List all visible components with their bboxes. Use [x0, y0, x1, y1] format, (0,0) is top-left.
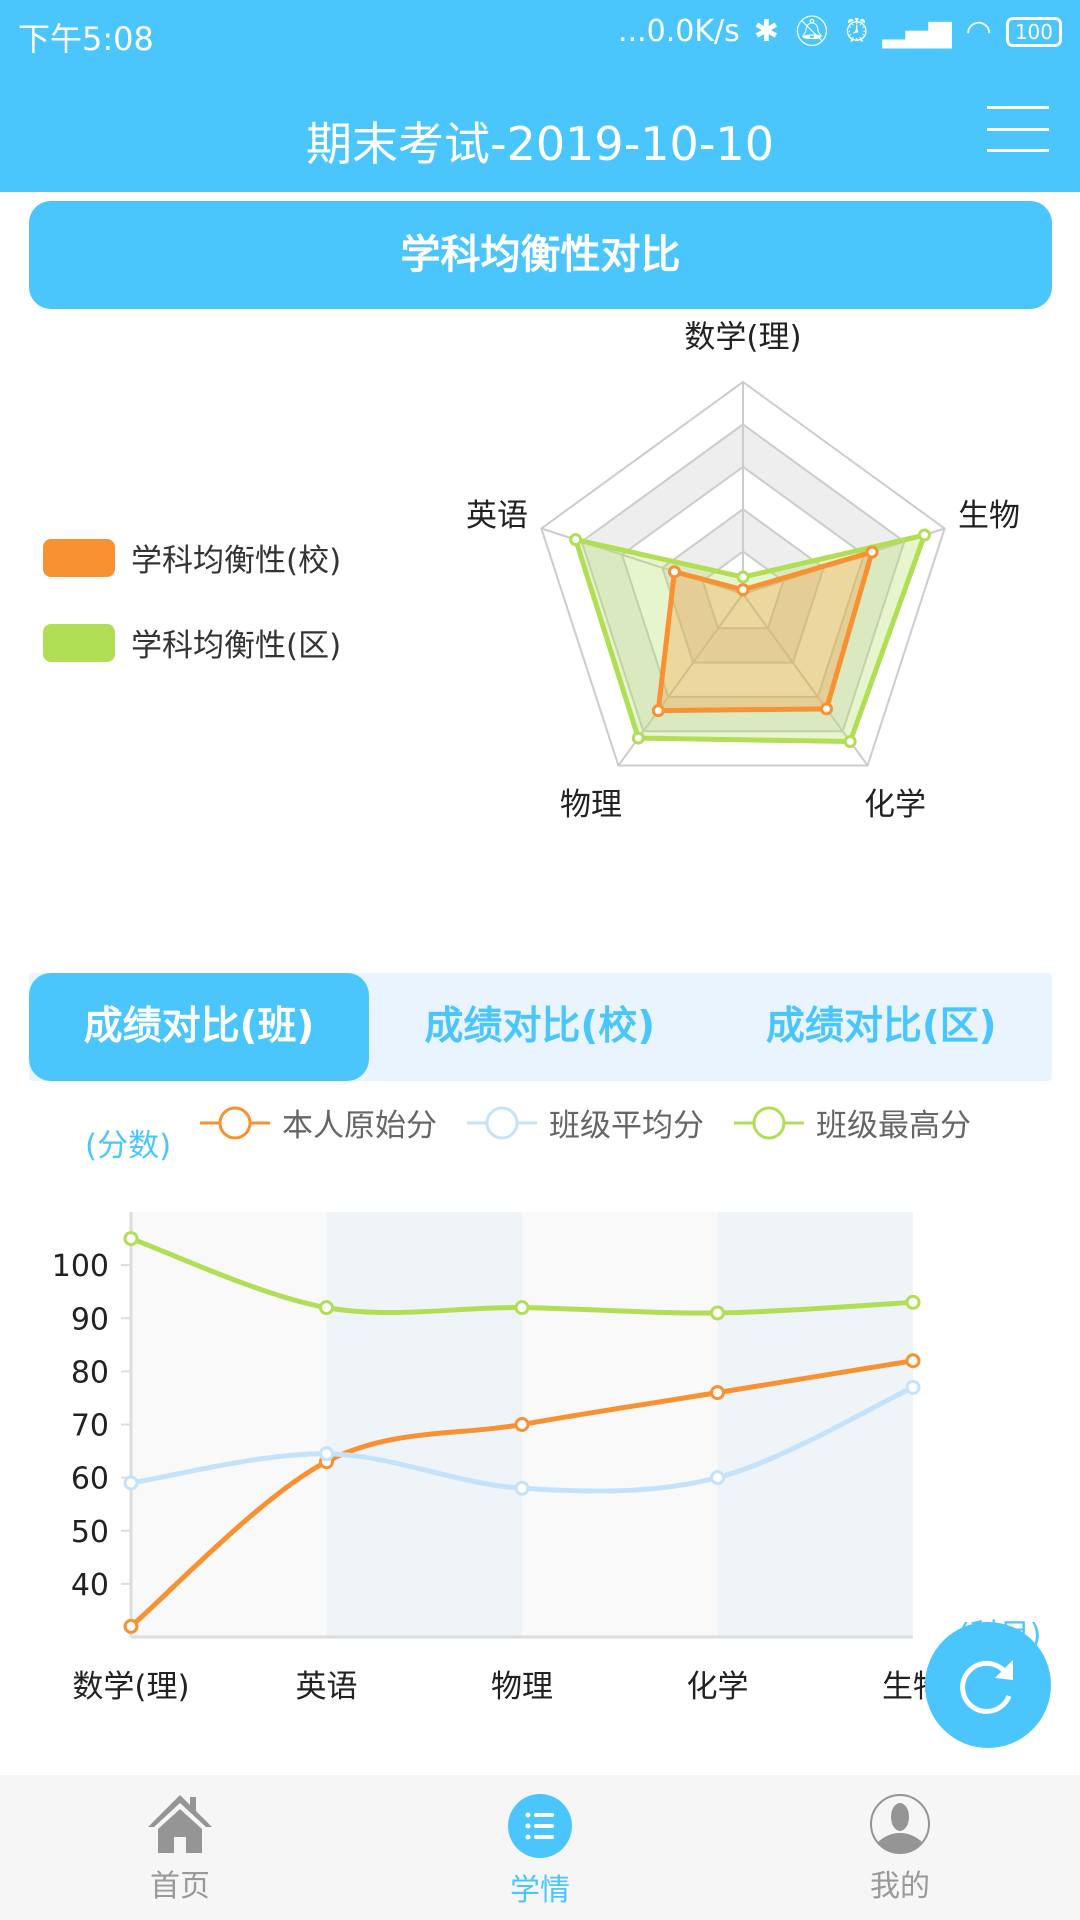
- data-point: [905, 1294, 921, 1310]
- plot-band: [131, 1212, 327, 1637]
- data-point: [319, 1446, 334, 1462]
- tab-bar: 成绩对比(班) 成绩对比(校) 成绩对比(区): [29, 973, 1052, 1081]
- menu-button[interactable]: [987, 106, 1049, 152]
- page-title: 期末考试-2019-10-10: [306, 117, 774, 171]
- home-icon: [148, 1795, 212, 1853]
- y-tick-label: 60: [71, 1462, 109, 1497]
- section-title: 学科均衡性对比: [29, 201, 1052, 309]
- status-icons: ...0.0K/s ✱ 🔕︎ ⏰︎ ▂▄▆ ◠ 100: [618, 14, 1062, 49]
- data-point: [514, 1417, 530, 1432]
- y-tick-label: 80: [71, 1355, 109, 1390]
- data-point: [905, 1353, 921, 1369]
- alarm-icon: ⏰︎: [845, 14, 869, 49]
- legend-item[interactable]: 班级平均分: [467, 1100, 704, 1145]
- radar-point: [667, 565, 681, 579]
- tab-school[interactable]: 成绩对比(校): [424, 1004, 656, 1049]
- x-tick-label: 化学: [687, 1669, 749, 1705]
- radar-point: [651, 704, 665, 718]
- radar-legend-district[interactable]: 学科均衡性(区): [43, 620, 341, 665]
- data-point: [710, 1470, 725, 1486]
- nav-home[interactable]: 首页: [0, 1775, 360, 1920]
- radar-point: [843, 735, 857, 748]
- data-point: [710, 1305, 725, 1321]
- legend-marker-icon: [734, 1106, 804, 1139]
- legend-label: 班级最高分: [816, 1108, 971, 1144]
- mute-icon: 🔕︎: [792, 14, 831, 49]
- tab-class[interactable]: 成绩对比(班): [29, 973, 369, 1081]
- x-tick-label: 数学(理): [72, 1669, 189, 1705]
- bluetooth-icon: ✱: [753, 14, 779, 49]
- data-point: [514, 1300, 530, 1316]
- radar-point: [917, 528, 931, 542]
- refresh-button[interactable]: [925, 1622, 1051, 1748]
- radar-indicator-label: 数学(理): [684, 319, 801, 355]
- legend-swatch: [43, 538, 115, 577]
- x-tick-label: 物理: [491, 1669, 553, 1705]
- plot-band: [522, 1212, 718, 1637]
- data-point: [514, 1480, 530, 1496]
- radar-indicator-label: 生物: [958, 498, 1020, 534]
- refresh-icon: [960, 1660, 1013, 1714]
- list-icon: [508, 1794, 572, 1858]
- radar-point: [865, 545, 879, 559]
- plot-band: [326, 1212, 522, 1637]
- top-bar: 下午5:08 ...0.0K/s ✱ 🔕︎ ⏰︎ ▂▄▆ ◠ 100 期末考试-…: [0, 0, 1080, 192]
- status-time: 下午5:08: [18, 20, 154, 58]
- data-point: [905, 1379, 921, 1395]
- radar-point: [569, 533, 583, 547]
- y-tick-label: 50: [71, 1515, 109, 1550]
- radar-point: [736, 570, 750, 584]
- wifi-icon: ◠: [965, 14, 992, 49]
- data-point: [710, 1385, 725, 1401]
- data-point: [123, 1231, 139, 1247]
- data-point: [123, 1475, 139, 1491]
- y-tick-label: 70: [71, 1409, 109, 1444]
- legend-item[interactable]: 本人原始分: [200, 1100, 437, 1145]
- radar-indicator-label: 英语: [466, 498, 528, 534]
- nav-study[interactable]: 学情: [360, 1775, 720, 1920]
- legend-label: 学科均衡性(校): [131, 543, 342, 579]
- legend-item[interactable]: 班级最高分: [734, 1100, 971, 1145]
- bottom-nav: 首页 学情 我的: [0, 1775, 1080, 1920]
- y-tick-label: 100: [52, 1249, 109, 1284]
- radar-indicator-label: 物理: [560, 787, 622, 823]
- line-legend: 本人原始分 班级平均分 班级最高分: [200, 1100, 971, 1145]
- legend-label: 本人原始分: [282, 1108, 437, 1144]
- data-point: [123, 1618, 139, 1634]
- legend-marker-icon: [200, 1106, 270, 1139]
- legend-label: 学科均衡性(区): [131, 628, 342, 664]
- radar-legend-school[interactable]: 学科均衡性(校): [43, 535, 341, 580]
- battery-icon: 100: [1005, 16, 1062, 47]
- legend-swatch: [43, 623, 115, 662]
- data-point: [319, 1300, 334, 1316]
- plot-band: [717, 1212, 913, 1637]
- radar-point: [819, 702, 833, 716]
- y-axis-unit: (分数): [85, 1128, 172, 1164]
- legend-label: 班级平均分: [549, 1108, 704, 1144]
- nav-me[interactable]: 我的: [720, 1775, 1080, 1920]
- signal-icon: ▂▄▆: [882, 14, 952, 49]
- legend-marker-icon: [467, 1106, 537, 1139]
- y-tick-label: 40: [71, 1568, 109, 1603]
- radar-indicator-label: 化学: [864, 787, 926, 823]
- radar-point: [631, 731, 645, 745]
- tab-district[interactable]: 成绩对比(区): [765, 1004, 997, 1049]
- net-speed: ...0.0K/s: [618, 14, 740, 49]
- radar-series-area: [655, 548, 876, 714]
- x-tick-label: 英语: [296, 1669, 358, 1705]
- user-icon: [870, 1794, 930, 1854]
- radar-point: [736, 583, 750, 597]
- y-tick-label: 90: [71, 1302, 109, 1337]
